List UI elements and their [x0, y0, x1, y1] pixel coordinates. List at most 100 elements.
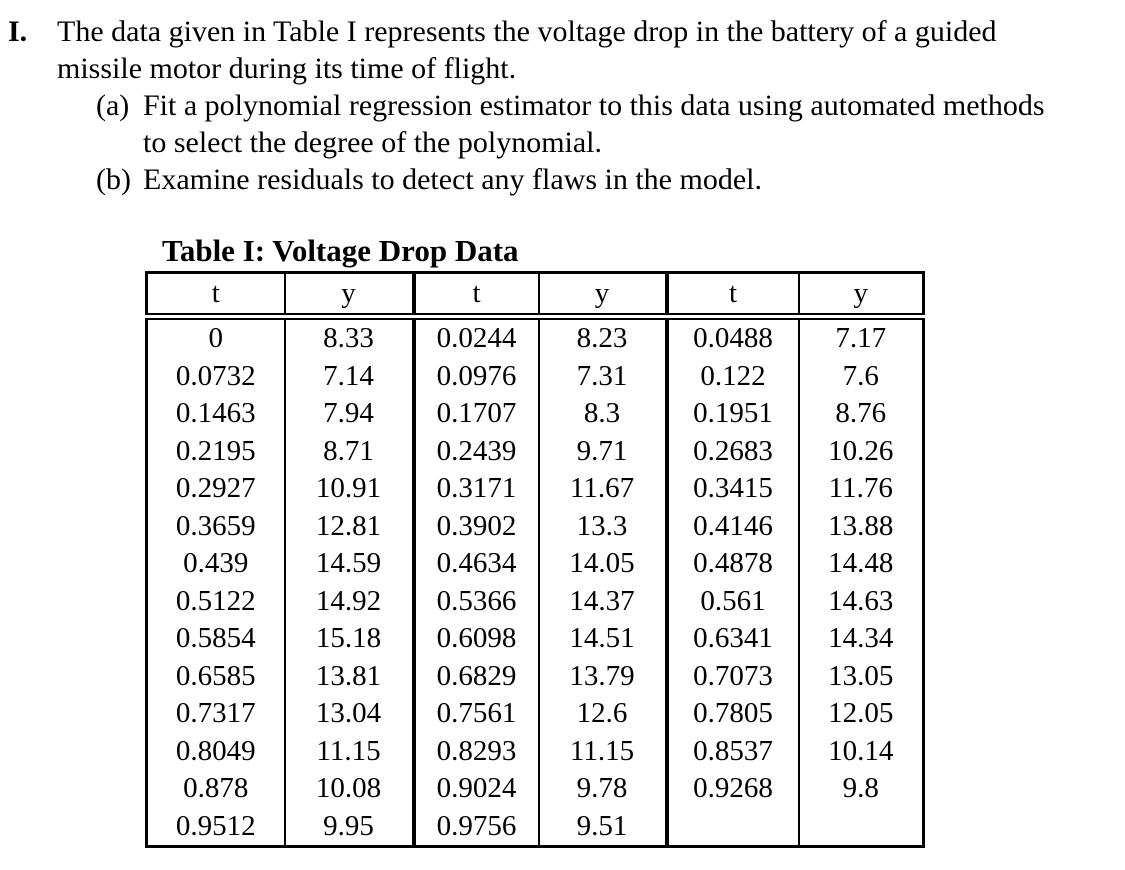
table-cell: 8.23	[537, 316, 667, 358]
table-cell: 8.33	[283, 316, 414, 358]
table-row: 0 8.33 0.0244 8.23 0.0488 7.17	[147, 316, 924, 358]
table-cell: 0.5366	[411, 582, 539, 620]
table-cell: 14.34	[797, 620, 924, 658]
table-cell: 0.1463	[175, 397, 256, 429]
table-cell: 0.4146	[664, 507, 799, 545]
table-cell: 0.7805	[664, 695, 799, 733]
table-cell: 12.81	[283, 507, 414, 545]
table-cell: 0.1951	[664, 395, 799, 433]
table-cell: 0.3659	[175, 509, 256, 542]
table-row: 0.878 10.08 0.9024 9.78 0.9268 9.8	[147, 770, 924, 808]
table-row: 0.7317 13.04 0.7561 12.6 0.7805 12.05	[147, 695, 924, 733]
table-cell	[664, 807, 799, 847]
table-cell: 10.91	[283, 470, 414, 508]
table-cell: 14.48	[797, 545, 924, 583]
table-cell: 0.561	[664, 582, 799, 620]
table-cell: 0.9512	[175, 809, 256, 842]
table-cell: 0.8049	[175, 734, 256, 767]
table-cell: 13.3	[537, 507, 667, 545]
table-cell: 14.05	[537, 545, 667, 583]
table-cell: 9.51	[537, 807, 667, 847]
table-cell: 10.08	[283, 770, 414, 808]
table-cell: 0.6829	[411, 657, 539, 695]
table-row: 0.2927 10.91 0.3171 11.67 0.3415 11.76	[147, 470, 924, 508]
table-cell: 10.14	[797, 732, 924, 770]
table-header-cell: y	[797, 272, 924, 320]
table-cell: 7.94	[283, 395, 414, 433]
problem-statement: The data given in Table I represents the…	[57, 15, 997, 85]
table-cell: 0.7561	[411, 695, 539, 733]
table-row: 0.3659 12.81 0.3902 13.3 0.4146 13.88	[147, 507, 924, 545]
table-cell: 14.92	[283, 582, 414, 620]
table-cell: 0.1707	[411, 395, 539, 433]
table-cell: 0.2439	[411, 432, 539, 470]
table-cell: 0.0244	[411, 316, 539, 358]
problem-statement-row: I. The data given in Table I represents …	[8, 13, 1118, 87]
part-a-label: (a)	[96, 89, 130, 122]
table-header-cell: t	[146, 272, 285, 320]
table-cell: 0.5854	[175, 622, 256, 654]
table-cell: 0.3415	[664, 470, 799, 508]
table-cell: 0.2927	[175, 472, 256, 504]
problem-number: I.	[8, 15, 28, 48]
table-cell: 9.8	[797, 770, 924, 808]
table-cell: 0.7073	[664, 657, 799, 695]
table-row: 0.9512 9.95 0.9756 9.51	[147, 807, 924, 847]
table-cell: 0.8537	[664, 732, 799, 770]
table-cell: 0.2195	[175, 434, 256, 467]
table-cell: 0.4634	[411, 545, 539, 583]
table-cell: 9.71	[537, 432, 667, 470]
table-cell: 13.79	[537, 657, 667, 695]
table-row: 0.0732 7.14 0.0976 7.31 0.122 7.6	[147, 357, 924, 395]
voltage-drop-table: t y t y t y 0 8.33 0.0244 8.23 0.0488 7.17 0.0…	[145, 271, 925, 848]
table-cell: 0.2683	[664, 432, 799, 470]
table-cell: 13.04	[283, 695, 414, 733]
table-cell: 11.15	[283, 732, 414, 770]
table-row: 0.1463 7.94 0.1707 8.3 0.1951 8.76	[147, 395, 924, 433]
table-row: 0.8049 11.15 0.8293 11.15 0.8537 10.14	[147, 732, 924, 770]
problem-block: I. The data given in Table I represents …	[8, 13, 1118, 198]
table-cell: 15.18	[283, 620, 414, 658]
table-cell: 0.6585	[175, 659, 256, 692]
table-cell: 13.05	[797, 657, 924, 695]
table-cell: 14.51	[537, 620, 667, 658]
table-cell: 12.6	[537, 695, 667, 733]
table-cell: 13.88	[797, 507, 924, 545]
table-cell	[797, 807, 924, 847]
problem-parts: (a) Fit a polynomial regression estimato…	[96, 87, 1118, 198]
table-cell: 13.81	[283, 657, 414, 695]
part-b-label: (b)	[96, 163, 131, 196]
table-cell: 7.31	[537, 357, 667, 395]
table-cell: 0.7317	[175, 697, 256, 729]
table-cell: 0.9024	[411, 770, 539, 808]
table-cell: 0.5122	[175, 584, 256, 617]
table-row: 0.5854 15.18 0.6098 14.51 0.6341 14.34	[147, 620, 924, 658]
table-cell: 0.0488	[664, 316, 799, 358]
table-body: 0 8.33 0.0244 8.23 0.0488 7.17 0.0732 7.14 0.097…	[147, 316, 924, 847]
table-cell: 8.76	[797, 395, 924, 433]
table-cell: 11.67	[537, 470, 667, 508]
table-row: 0.5122 14.92 0.5366 14.37 0.561 14.63	[147, 582, 924, 620]
table-cell: 8.71	[283, 432, 414, 470]
problem-part-a: (a) Fit a polynomial regression estimato…	[96, 87, 1118, 161]
table-cell: 11.76	[797, 470, 924, 508]
table-header-cell: y	[283, 272, 414, 320]
table-row: 0.6585 13.81 0.6829 13.79 0.7073 13.05	[147, 657, 924, 695]
table-title: Table I: Voltage Drop Data	[162, 233, 519, 268]
table-cell: 7.17	[797, 316, 924, 358]
table-header-cell: t	[411, 272, 539, 320]
part-b-text: Examine residuals to detect any flaws in…	[143, 163, 762, 196]
table-cell: 0.0732	[175, 359, 256, 392]
table-cell: 0.9268	[664, 770, 799, 808]
problem-part-b: (b) Examine residuals to detect any flaw…	[96, 161, 1118, 198]
table-cell: 0.6098	[411, 620, 539, 658]
table-cell: 0	[208, 322, 224, 354]
table-cell: 12.05	[797, 695, 924, 733]
table-cell: 8.3	[537, 395, 667, 433]
part-a-text: Fit a polynomial regression estimator to…	[143, 89, 1045, 159]
table-header-row: t y t y t y	[146, 272, 924, 320]
table-row: 0.439 14.59 0.4634 14.05 0.4878 14.48	[147, 545, 924, 583]
table-cell: 0.4878	[664, 545, 799, 583]
table-cell: 0.3171	[411, 470, 539, 508]
table-cell: 7.6	[797, 357, 924, 395]
